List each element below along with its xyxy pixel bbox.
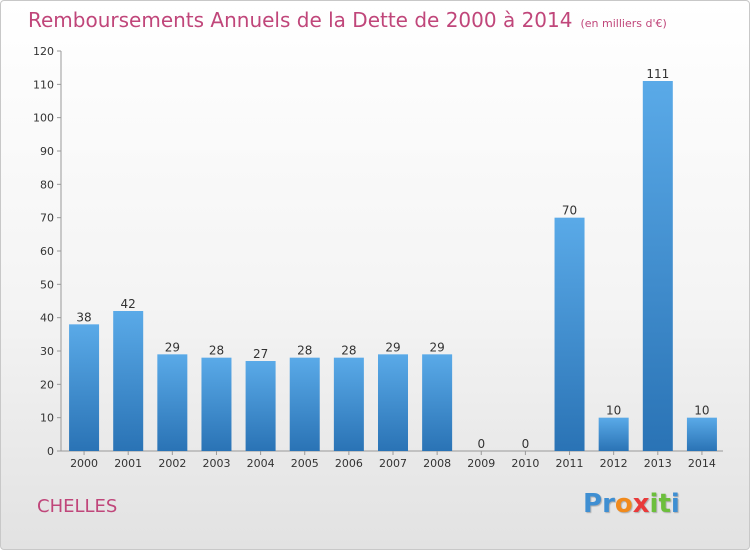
y-tick-label: 0 [47,445,54,458]
x-tick-label: 2007 [379,457,407,470]
logo-letter: i [649,489,659,519]
data-label: 29 [385,340,400,354]
x-tick-label: 2004 [247,457,275,470]
logo-letter: i [670,489,680,519]
y-tick-label: 40 [40,312,54,325]
x-tick-label: 2006 [335,457,363,470]
logo-letter: x [632,489,650,519]
y-tick-label: 100 [33,112,54,125]
x-tick-label: 2013 [644,457,672,470]
x-tick-label: 2010 [511,457,539,470]
unit-note: (en milliers d'€) [580,17,667,30]
data-label: 27 [253,347,268,361]
x-tick-label: 2003 [202,457,230,470]
data-label: 111 [646,67,669,81]
y-tick-label: 60 [40,245,54,258]
y-tick-label: 80 [40,178,54,191]
bar [642,81,673,451]
bar [554,217,585,451]
logo-letter: t [658,489,671,519]
bar [69,324,100,451]
bar [289,357,320,451]
bar [686,417,717,451]
data-label: 70 [562,204,577,218]
y-tick-label: 30 [40,345,54,358]
y-tick-label: 70 [40,212,54,225]
chart-title: Remboursements Annuels de la Dette de 20… [28,8,667,32]
x-tick-label: 2012 [600,457,628,470]
data-label: 0 [522,437,530,451]
bar [598,417,629,451]
x-tick-label: 2009 [467,457,495,470]
bar [333,357,364,451]
y-tick-label: 20 [40,378,54,391]
x-tick-label: 2002 [158,457,186,470]
y-tick-label: 10 [40,412,54,425]
bar [201,357,232,451]
bar [422,354,453,451]
data-label: 42 [121,297,136,311]
bar [157,354,188,451]
bar [113,311,144,451]
logo-letter: P [583,489,603,519]
data-label: 28 [297,344,312,358]
bar [378,354,408,451]
data-label: 28 [209,344,224,358]
y-tick-label: 90 [40,145,54,158]
bar [245,361,276,451]
data-label: 10 [606,404,621,418]
x-tick-label: 2008 [423,457,451,470]
logo-letter: o [614,489,633,519]
y-tick-label: 120 [33,45,54,58]
y-tick-label: 110 [33,78,54,91]
data-label: 0 [477,437,485,451]
data-label: 10 [694,404,709,418]
x-tick-label: 2000 [70,457,98,470]
x-tick-label: 2014 [688,457,716,470]
x-tick-label: 2005 [291,457,319,470]
logo-letter: r [602,489,615,519]
data-label: 29 [165,340,180,354]
y-tick-label: 50 [40,278,54,291]
x-tick-label: 2011 [556,457,584,470]
x-tick-label: 2001 [114,457,142,470]
data-label: 38 [76,310,91,324]
chart-title-text: Remboursements Annuels de la Dette de 20… [28,8,573,32]
city-name: CHELLES [37,496,118,517]
data-label: 28 [341,344,356,358]
data-label: 29 [429,340,444,354]
proxiti-logo: Proxiti [583,489,680,519]
